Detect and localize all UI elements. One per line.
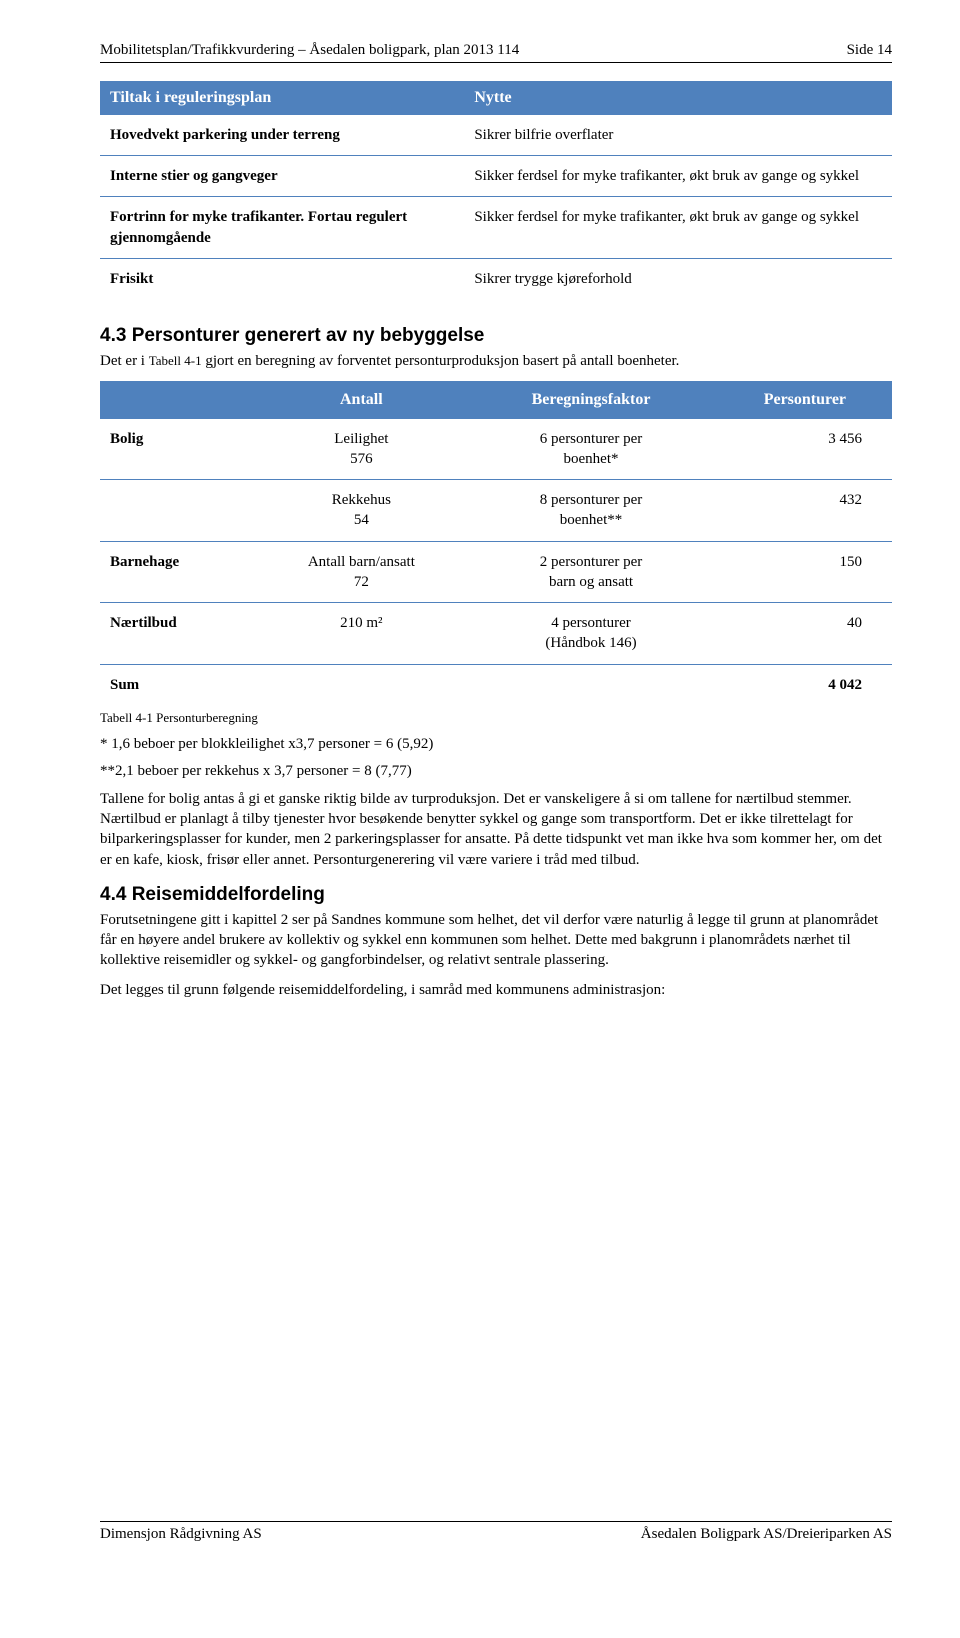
table-cell: Sikker ferdsel for myke trafikanter, økt… bbox=[464, 197, 892, 259]
intro-text-b: gjort en beregning av forventet persontu… bbox=[202, 353, 680, 369]
table-cell-antall: 210 m² bbox=[258, 603, 464, 665]
antall-line-a: 210 m² bbox=[340, 615, 382, 631]
intro-text-a: Det er i bbox=[100, 353, 149, 369]
table-header-row: Tiltak i reguleringsplan Nytte bbox=[100, 81, 892, 115]
sum-label: Sum bbox=[100, 664, 258, 705]
table-cell: Fortrinn for myke trafikanter. Fortau re… bbox=[100, 197, 464, 259]
table-cell-pers: 432 bbox=[718, 480, 892, 542]
table-cell-pers: 150 bbox=[718, 541, 892, 603]
footnote-1: * 1,6 beboer per blokkleilighet x3,7 per… bbox=[100, 734, 892, 754]
table-cell-antall: Leilighet 576 bbox=[258, 419, 464, 480]
antall-line-b: 576 bbox=[350, 451, 373, 467]
table-row: Interne stier og gangveger Sikker ferdse… bbox=[100, 156, 892, 197]
section-4-4-heading: 4.4 Reisemiddelfordeling bbox=[100, 882, 892, 908]
table-cell: Sikker ferdsel for myke trafikanter, økt… bbox=[464, 156, 892, 197]
table-row: Frisikt Sikrer trygge kjøreforhold bbox=[100, 258, 892, 299]
table-cell-antall: Antall barn/ansatt 72 bbox=[258, 541, 464, 603]
faktor-line-b: boenhet** bbox=[560, 512, 622, 528]
footnote-2: **2,1 beboer per rekkehus x 3,7 personer… bbox=[100, 761, 892, 781]
antall-line-a: Leilighet bbox=[334, 431, 388, 447]
faktor-line-b: boenhet* bbox=[564, 451, 619, 467]
table-header-cell: Nytte bbox=[464, 81, 892, 115]
table-row: Fortrinn for myke trafikanter. Fortau re… bbox=[100, 197, 892, 259]
table-row: Bolig Leilighet 576 6 personturer per boen… bbox=[100, 419, 892, 480]
table-cell bbox=[464, 664, 717, 705]
header-left: Mobilitetsplan/Trafikkvurdering – Åsedal… bbox=[100, 40, 519, 60]
table-row: Hovedvekt parkering under terreng Sikrer… bbox=[100, 115, 892, 156]
section-4-4-p2: Det legges til grunn følgende reisemidde… bbox=[100, 980, 892, 1000]
section-4-3-heading: 4.3 Personturer generert av ny bebyggels… bbox=[100, 323, 892, 349]
antall-line-b: 72 bbox=[354, 574, 369, 590]
faktor-line-a: 6 personturer per bbox=[540, 431, 642, 447]
table-cell bbox=[258, 664, 464, 705]
faktor-line-a: 8 personturer per bbox=[540, 492, 642, 508]
faktor-line-a: 4 personturer bbox=[551, 615, 631, 631]
table-caption: Tabell 4-1 Personturberegning bbox=[100, 709, 892, 727]
table-header-cell: Tiltak i reguleringsplan bbox=[100, 81, 464, 115]
table-cell-faktor: 8 personturer per boenhet** bbox=[464, 480, 717, 542]
table-cell-label: Nærtilbud bbox=[100, 603, 258, 665]
faktor-line-b: barn og ansatt bbox=[549, 574, 633, 590]
header-right: Side 14 bbox=[847, 40, 892, 60]
table-tiltak-nytte: Tiltak i reguleringsplan Nytte Hovedvekt… bbox=[100, 81, 892, 299]
table-row: Rekkehus 54 8 personturer per boenhet** 43… bbox=[100, 480, 892, 542]
table-cell: Hovedvekt parkering under terreng bbox=[100, 115, 464, 156]
table-cell: Frisikt bbox=[100, 258, 464, 299]
table-cell-label bbox=[100, 480, 258, 542]
table-cell: Sikrer bilfrie overflater bbox=[464, 115, 892, 156]
para-tallene: Tallene for bolig antas å gi et ganske r… bbox=[100, 789, 892, 870]
table-row: Nærtilbud 210 m² 4 personturer (Håndbok 1… bbox=[100, 603, 892, 665]
table-header-cell: Beregningsfaktor bbox=[464, 381, 717, 419]
table-cell-label: Barnehage bbox=[100, 541, 258, 603]
table-cell-pers: 3 456 bbox=[718, 419, 892, 480]
section-4-3-intro: Det er i Tabell 4-1 gjort en beregning a… bbox=[100, 351, 892, 371]
table-header-cell: Personturer bbox=[718, 381, 892, 419]
table-header-cell bbox=[100, 381, 258, 419]
antall-line-a: Rekkehus bbox=[332, 492, 391, 508]
table-cell-pers: 40 bbox=[718, 603, 892, 665]
antall-line-a: Antall barn/ansatt bbox=[308, 554, 415, 570]
page-header: Mobilitetsplan/Trafikkvurdering – Åsedal… bbox=[100, 40, 892, 63]
intro-ref: Tabell 4-1 bbox=[149, 353, 202, 368]
table-cell-antall: Rekkehus 54 bbox=[258, 480, 464, 542]
table-sum-row: Sum 4 042 bbox=[100, 664, 892, 705]
table-cell: Interne stier og gangveger bbox=[100, 156, 464, 197]
table-cell-faktor: 6 personturer per boenhet* bbox=[464, 419, 717, 480]
footer-left: Dimensjon Rådgivning AS bbox=[100, 1524, 262, 1544]
footer-right: Åsedalen Boligpark AS/Dreieriparken AS bbox=[641, 1524, 892, 1544]
antall-line-b: 54 bbox=[354, 512, 369, 528]
faktor-line-a: 2 personturer per bbox=[540, 554, 642, 570]
page-footer: Dimensjon Rådgivning AS Åsedalen Boligpa… bbox=[100, 1521, 892, 1544]
faktor-line-b: (Håndbok 146) bbox=[545, 635, 636, 651]
table-cell-faktor: 2 personturer per barn og ansatt bbox=[464, 541, 717, 603]
section-4-4-p1: Forutsetningene gitt i kapittel 2 ser på… bbox=[100, 910, 892, 971]
table-cell-faktor: 4 personturer (Håndbok 146) bbox=[464, 603, 717, 665]
sum-value: 4 042 bbox=[718, 664, 892, 705]
table-row: Barnehage Antall barn/ansatt 72 2 persont… bbox=[100, 541, 892, 603]
table-cell-label: Bolig bbox=[100, 419, 258, 480]
table-cell: Sikrer trygge kjøreforhold bbox=[464, 258, 892, 299]
table-personturer: Antall Beregningsfaktor Personturer Boli… bbox=[100, 381, 892, 705]
table-header-row: Antall Beregningsfaktor Personturer bbox=[100, 381, 892, 419]
table-header-cell: Antall bbox=[258, 381, 464, 419]
